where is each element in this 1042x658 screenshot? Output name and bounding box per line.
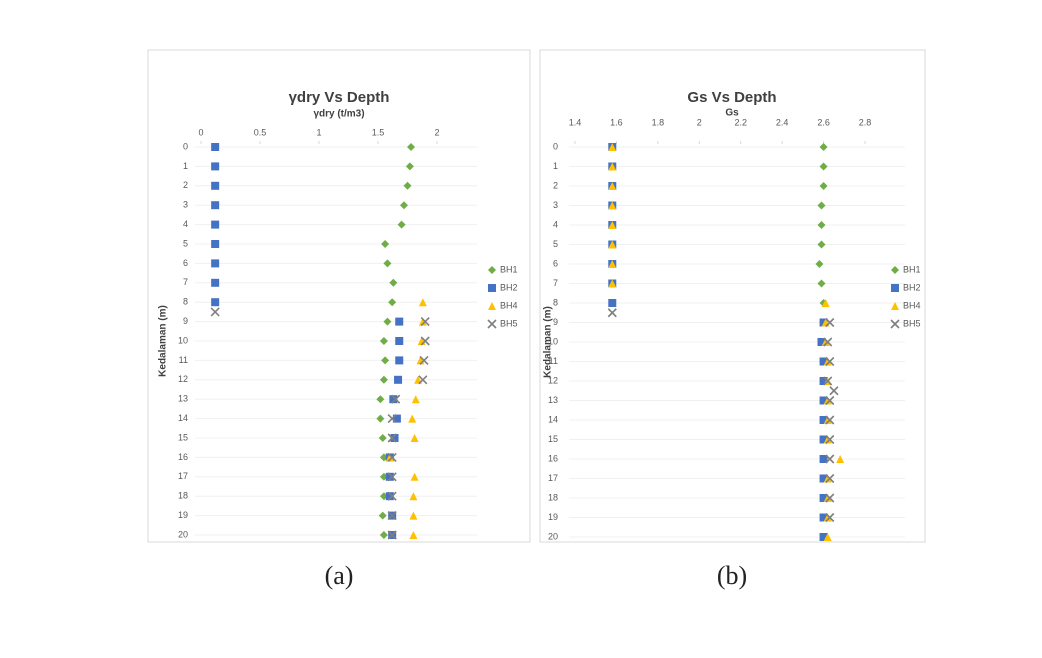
chart-title: γdry Vs Depth (289, 89, 390, 106)
y-tick-label: 17 (548, 473, 558, 483)
y-tick-label: 4 (553, 219, 558, 229)
caption: (b) (717, 561, 747, 590)
y-tick-label: 11 (549, 356, 558, 366)
legend-marker (488, 284, 496, 292)
y-tick-label: 8 (553, 297, 558, 307)
point (211, 182, 219, 190)
y-tick-label: 9 (553, 317, 558, 327)
y-axis-label: Kedalaman (m) (158, 305, 169, 377)
chart-title: Gs Vs Depth (687, 89, 776, 106)
y-tick-label: 1 (183, 161, 188, 171)
y-tick-label: 7 (183, 277, 188, 287)
y-tick-label: 5 (183, 238, 188, 248)
y-tick-label: 3 (553, 200, 558, 210)
y-tick-label: 6 (183, 258, 188, 268)
y-tick-label: 19 (548, 512, 558, 522)
y-tick-label: 9 (183, 316, 188, 326)
point (211, 201, 219, 209)
x-tick-label: 0 (198, 127, 203, 137)
point (608, 299, 616, 307)
point (211, 259, 219, 267)
x-tick-label: 2.8 (859, 117, 872, 127)
point (394, 376, 402, 384)
y-tick-label: 13 (548, 395, 558, 405)
chart-frame (148, 50, 530, 542)
y-tick-label: 12 (178, 374, 188, 384)
legend-label: BH4 (903, 300, 921, 310)
x-tick-label: 2.2 (734, 117, 747, 127)
y-tick-label: 15 (178, 432, 188, 442)
x-axis-label: γdry (t/m3) (313, 109, 364, 120)
legend-label: BH5 (500, 318, 518, 328)
y-tick-label: 1 (553, 161, 558, 171)
y-tick-label: 2 (183, 180, 188, 190)
point (211, 240, 219, 248)
caption: (a) (325, 561, 354, 590)
x-tick-label: 1.5 (372, 127, 385, 137)
legend-label: BH5 (903, 318, 921, 328)
y-tick-label: 4 (183, 219, 188, 229)
legend-label: BH1 (903, 264, 921, 274)
y-tick-label: 14 (178, 413, 188, 423)
y-tick-label: 17 (178, 471, 188, 481)
y-tick-label: 7 (553, 278, 558, 288)
y-tick-label: 2 (553, 180, 558, 190)
legend-marker (891, 284, 899, 292)
y-tick-label: 10 (548, 336, 558, 346)
y-tick-label: 16 (178, 452, 188, 462)
x-tick-label: 2 (697, 117, 702, 127)
y-tick-label: 18 (178, 491, 188, 501)
y-tick-label: 3 (183, 200, 188, 210)
y-tick-label: 19 (178, 510, 188, 520)
y-tick-label: 15 (548, 434, 558, 444)
point (395, 356, 403, 364)
point (211, 279, 219, 287)
point (211, 162, 219, 170)
x-tick-label: 1.4 (569, 117, 582, 127)
y-tick-label: 11 (179, 355, 188, 365)
y-tick-label: 6 (553, 258, 558, 268)
point (395, 337, 403, 345)
y-tick-label: 12 (548, 375, 558, 385)
y-tick-label: 13 (178, 394, 188, 404)
x-tick-label: 1.6 (610, 117, 623, 127)
legend-label: BH4 (500, 300, 518, 310)
y-tick-label: 18 (548, 492, 558, 502)
y-tick-label: 20 (178, 529, 188, 539)
point (211, 221, 219, 229)
x-tick-label: 0.5 (254, 127, 267, 137)
y-tick-label: 14 (548, 414, 558, 424)
x-tick-label: 2.4 (776, 117, 789, 127)
x-tick-label: 2.6 (817, 117, 830, 127)
x-tick-label: 1.8 (652, 117, 665, 127)
y-tick-label: 10 (178, 335, 188, 345)
y-tick-label: 0 (553, 141, 558, 151)
point (211, 143, 219, 151)
point (211, 298, 219, 306)
page: γdry Vs Depth γdry (t/m3) Kedalaman (m) (a)… (0, 0, 1042, 653)
legend-label: BH2 (500, 282, 518, 292)
y-tick-label: 8 (183, 297, 188, 307)
y-tick-label: 0 (183, 141, 188, 151)
x-tick-label: 1 (316, 127, 321, 137)
x-tick-label: 2 (434, 127, 439, 137)
y-tick-label: 16 (548, 453, 558, 463)
legend-label: BH1 (500, 264, 518, 274)
point (395, 318, 403, 326)
legend-label: BH2 (903, 282, 921, 292)
y-tick-label: 5 (553, 239, 558, 249)
y-tick-label: 20 (548, 531, 558, 541)
